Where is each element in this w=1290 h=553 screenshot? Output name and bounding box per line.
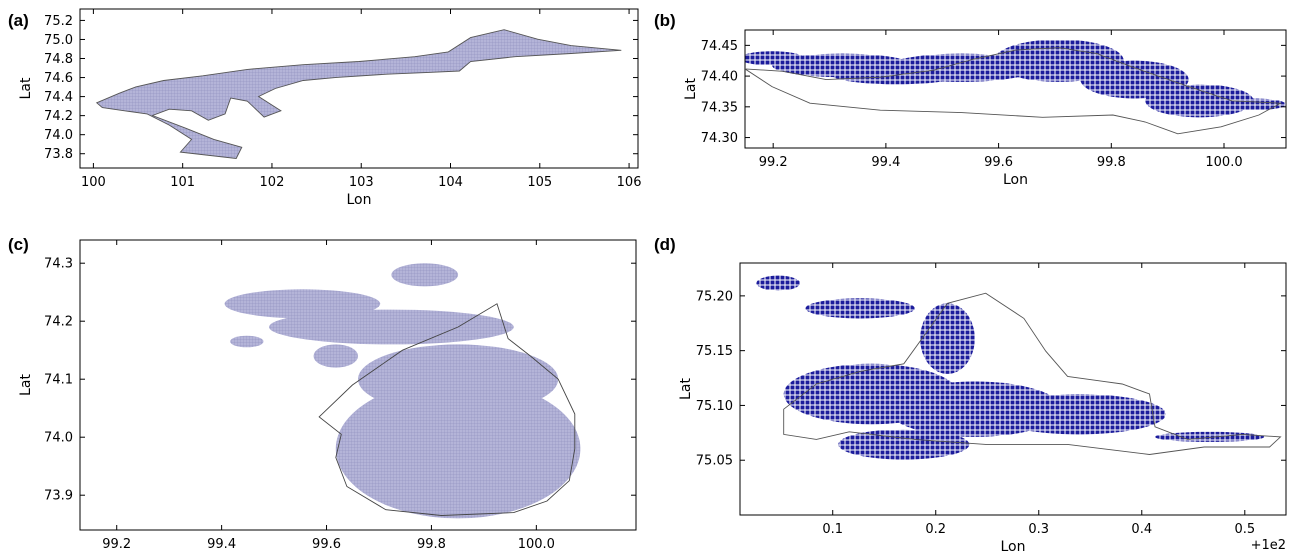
x-tick-label: 99.8	[1097, 155, 1126, 170]
x-tick-label: 103	[349, 175, 374, 190]
chart-b: 99.2 99.4 99.6 99.8 100.0 74.30 74.35 74.40 74.4…	[683, 29, 1287, 188]
panel-label: (d)	[654, 235, 676, 254]
panel-b: (b) 99.2 99.4 99.6 99.8 100.0 74.30 74.35 74.40…	[650, 0, 1290, 200]
x-tick-label: 101	[170, 175, 195, 190]
grid-cell-block	[230, 335, 264, 348]
y-tick-label: 73.8	[44, 147, 73, 162]
shoreline-outline	[745, 47, 1283, 135]
y-tick-label: 75.05	[696, 454, 733, 469]
grid-cell-block	[358, 344, 559, 414]
water-fill	[96, 29, 622, 159]
grid-cell-block	[1154, 431, 1265, 442]
y-axis-title: Lat	[683, 78, 699, 100]
grid-cell-block	[391, 263, 459, 287]
x-tick-label: 0.2	[925, 522, 946, 537]
y-tick-label: 75.20	[696, 289, 733, 304]
grid-cell-block	[269, 309, 514, 345]
x-axis-title: Lon	[1003, 172, 1028, 188]
x-tick-label: 104	[438, 175, 463, 190]
y-tick-label: 75.0	[44, 33, 73, 48]
y-tick-label: 74.1	[44, 373, 73, 388]
x-tick-label: 0.5	[1234, 522, 1255, 537]
y-tick-label: 74.2	[44, 109, 73, 124]
grid-cell-block	[313, 344, 359, 368]
x-tick-label: 99.2	[102, 537, 131, 552]
chart-c: 99.2 99.4 99.6 99.8 100.0 73.9 74.0 74.1 74.2 74.…	[18, 239, 637, 552]
panel-label: (a)	[8, 11, 29, 30]
x-axis-title: Lon	[1001, 539, 1026, 553]
grid-cell-block	[838, 429, 970, 460]
x-tick-label: 99.6	[312, 537, 341, 552]
grid-cell-block	[991, 394, 1166, 435]
x-tick-label: 100	[81, 175, 106, 190]
grid-cell-block	[920, 303, 975, 374]
y-tick-label: 74.2	[44, 315, 73, 330]
panel-label: (c)	[8, 235, 29, 254]
panel-c: (c) 99.2 99.4 99.6 99.8 100.0 73.9 74.0 74.1 74.…	[0, 225, 650, 553]
grid-cell-block	[805, 298, 915, 319]
x-tick-label: 99.6	[984, 155, 1013, 170]
x-tick-label: 0.4	[1131, 522, 1152, 537]
y-tick-label: 75.15	[696, 344, 733, 359]
y-tick-label: 74.0	[44, 431, 73, 446]
x-axis-title: Lon	[347, 192, 372, 208]
x-tick-label: 0.3	[1028, 522, 1049, 537]
shoreline-outline	[783, 292, 1282, 455]
shoreline-outline	[95, 29, 622, 159]
x-tick-label: 106	[617, 175, 642, 190]
map-layer	[95, 29, 622, 159]
grid-cell-block	[756, 275, 801, 291]
chart-d: 0.1 0.2 0.3 0.4 0.5 75.05 75.10 75.15 75.20 Lon La…	[678, 262, 1287, 553]
panel-d: (d) 0.1 0.2 0.3 0.4 0.5 75.05 75.10 75.15 75.20 L…	[650, 225, 1290, 553]
chart-a: 100 101 102 103 104 105 106 73.8 74.0 74.2 74.4 74.…	[18, 8, 642, 208]
grid-cell-block	[745, 51, 805, 66]
x-tick-label: 99.8	[417, 537, 446, 552]
grid-cell-block	[335, 379, 581, 519]
x-tick-label: 100.0	[1205, 155, 1242, 170]
y-axis-title: Lat	[678, 378, 694, 400]
y-tick-label: 74.35	[701, 100, 738, 115]
x-tick-label: 105	[527, 175, 552, 190]
shoreline-outline	[318, 303, 576, 516]
x-tick-label: 102	[260, 175, 285, 190]
y-tick-label: 74.40	[701, 70, 738, 85]
grid-cell-block	[1080, 60, 1189, 99]
map-layer	[224, 263, 581, 519]
x-tick-label: 0.1	[822, 522, 843, 537]
y-tick-label: 74.4	[44, 90, 73, 105]
x-tick-label: 100.0	[518, 537, 555, 552]
x-tick-label: 99.4	[207, 537, 236, 552]
y-tick-label: 75.2	[44, 14, 73, 29]
y-tick-label: 74.30	[701, 131, 738, 146]
x-tick-label: 99.2	[759, 155, 788, 170]
y-axis-title: Lat	[18, 374, 34, 396]
y-tick-label: 75.10	[696, 399, 733, 414]
grid-cell-block	[1145, 84, 1254, 118]
y-tick-label: 74.8	[44, 52, 73, 67]
map-layer	[745, 39, 1286, 135]
grid-cell-block	[224, 289, 381, 319]
y-tick-label: 74.45	[701, 39, 738, 54]
y-tick-label: 73.9	[44, 489, 73, 504]
y-tick-label: 74.0	[44, 128, 73, 143]
axis-offset-label: +1e2	[1251, 538, 1286, 553]
panel-label: (b)	[654, 11, 676, 30]
panel-a: (a) 100 101 102 103 104 105 106 73.8 74.0 74.2 74.…	[0, 0, 650, 215]
map-layer	[756, 275, 1282, 460]
x-tick-label: 99.4	[871, 155, 900, 170]
y-tick-label: 74.3	[44, 257, 73, 272]
y-tick-label: 74.6	[44, 71, 73, 86]
y-axis-title: Lat	[18, 77, 34, 99]
